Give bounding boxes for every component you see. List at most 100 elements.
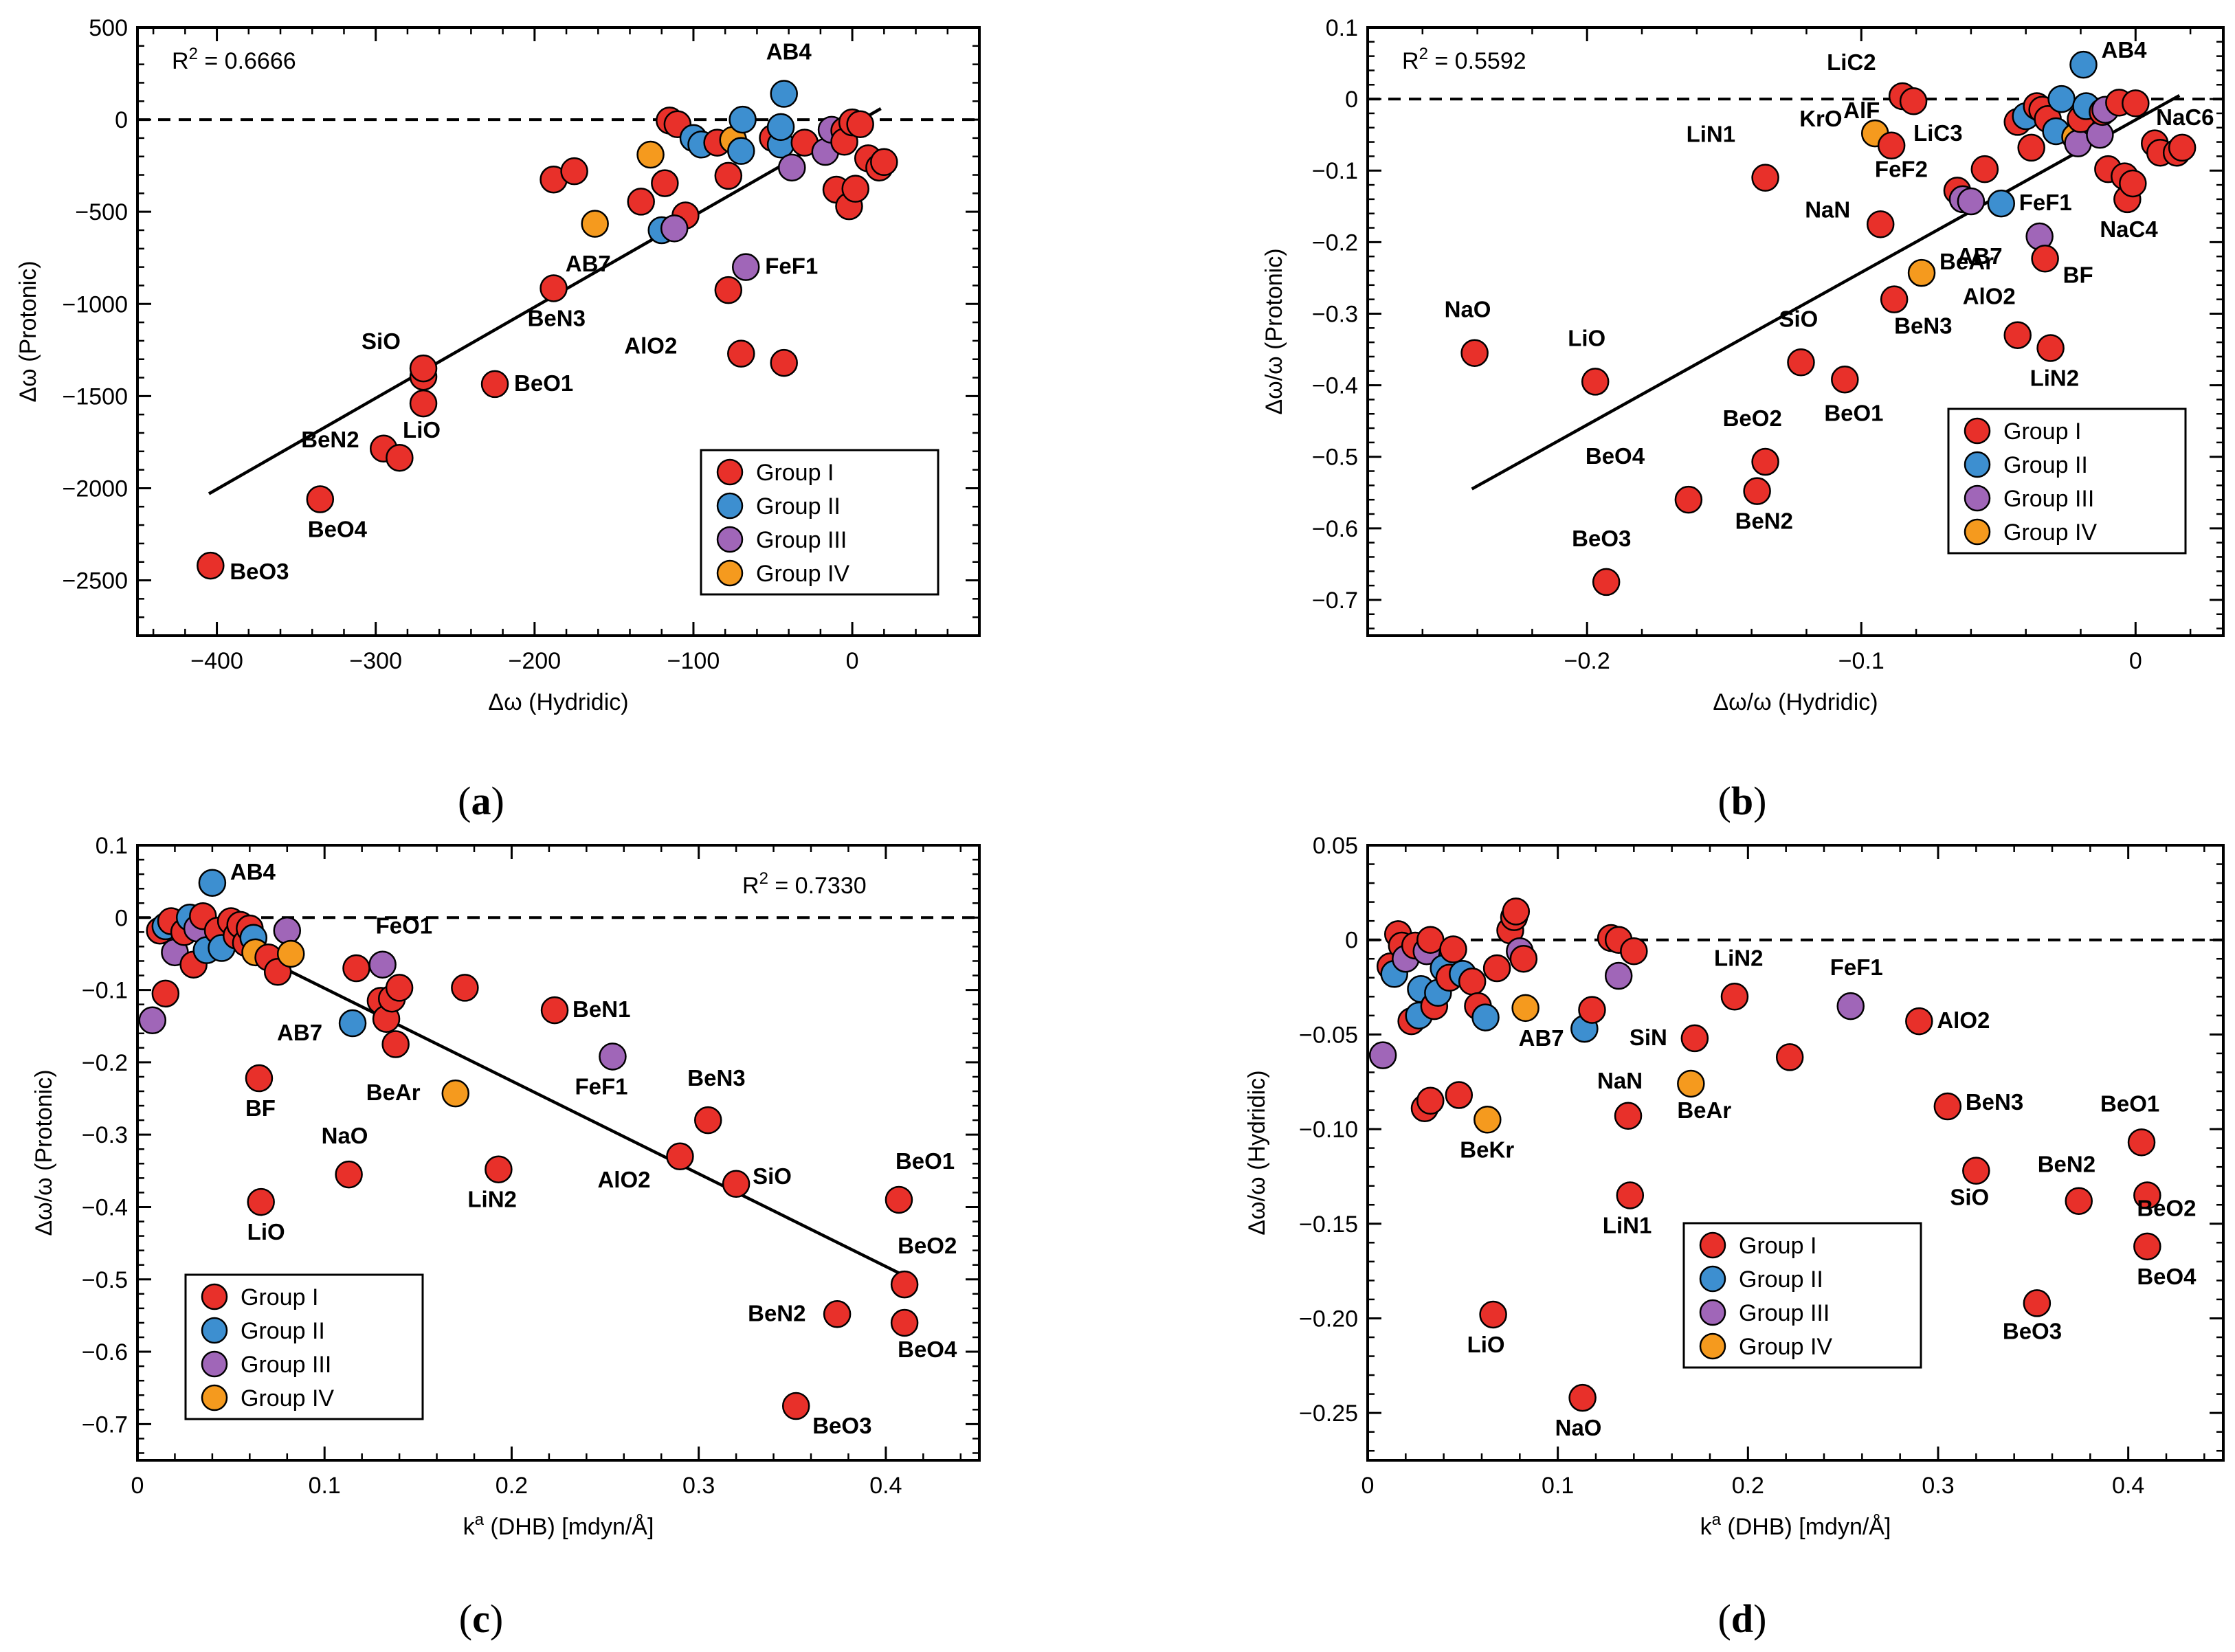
x-tick-label: 0.1 [309,1473,341,1499]
data-point-group-I [714,276,743,304]
data-point-group-I [846,110,874,139]
y-tick-label: −0.5 [1312,445,1358,471]
x-tick-label: −0.1 [1838,648,1884,674]
data-point-group-I [714,161,743,190]
legend-marker-group-II [201,1317,228,1344]
data-point-group-I [1962,1157,1990,1185]
legend-marker-group-III [1964,484,1991,512]
data-point-group-III [2086,120,2114,149]
point-label-beo1: BeO1 [2100,1091,2159,1116]
y-tick-label: 0 [1345,87,1358,113]
data-point-group-I [2168,133,2197,162]
data-point-group-I [2119,169,2147,198]
point-label-ab7: AB7 [566,251,611,276]
data-point-group-I [722,1170,750,1198]
data-point-group-I [1899,87,1928,115]
point-label-lio: LiO [1568,325,1605,350]
data-point-group-I [381,1030,410,1058]
data-point-group-I [1933,1092,1962,1121]
data-point-group-II [2047,85,2076,113]
point-label-fef1: FeF1 [2019,190,2072,215]
data-point-group-I [1751,164,1779,192]
data-point-group-II [729,105,757,134]
data-point-group-II [338,1009,367,1038]
legend-marker-group-IV [1699,1332,1726,1360]
y-axis-title: Δω/ω (Protonic) [31,1069,57,1236]
point-label-lin2: LiN2 [1714,945,1764,970]
y-tick-label: 0 [115,107,128,133]
data-point-group-I [1509,944,1538,973]
data-point-group-I [1877,131,1906,160]
data-point-group-II [1471,1003,1500,1031]
point-label-beo1: BeO1 [896,1148,955,1174]
data-point-group-I [1568,1383,1597,1412]
legend-marker-group-III [1699,1299,1726,1326]
plot-frame [136,844,981,1462]
y-tick-label: −0.15 [1299,1212,1358,1238]
data-point-group-IV [1907,258,1936,287]
data-point-group-I [247,1187,275,1216]
point-label-bekr: BeKr [1460,1137,1514,1162]
point-label-lio: LiO [247,1219,285,1244]
point-label-sio: SiO [1950,1185,1989,1210]
data-point-group-IV [636,140,665,169]
data-point-group-I [694,1106,722,1135]
r-squared-annotation: R2 = 0.7330 [742,869,867,899]
data-point-group-I [2023,1289,2051,1317]
data-point-group-I [335,1160,363,1189]
data-point-group-IV [1511,994,1539,1023]
legend-marker-group-II [1699,1265,1726,1293]
point-label-nao: NaO [1445,297,1491,322]
data-point-group-I [409,389,438,418]
y-tick-label: −0.2 [82,1050,128,1076]
point-label-beo3: BeO3 [812,1413,871,1438]
legend-marker-group-II [1964,451,1991,478]
data-point-group-III [1604,961,1633,990]
point-label-alf: AlF [1843,98,1880,123]
data-point-group-I [1502,897,1531,926]
legend-label-group-III: Group III [2003,486,2094,512]
x-tick-label: 0.1 [1542,1473,1574,1499]
point-label-nao: NaO [1555,1415,1602,1440]
point-label-bf: BF [2063,262,2093,287]
point-label-ben3: BeN3 [528,305,586,331]
x-tick-label: −100 [667,648,720,674]
legend: Group I Group II Group III Group IV [700,449,939,596]
legend-label-group-II: Group II [1739,1266,1823,1293]
point-label-lin1: LiN1 [1603,1212,1652,1238]
point-label-beo2: BeO2 [2137,1195,2196,1220]
data-point-group-III [1957,187,1986,216]
data-point-group-I [1680,1024,1709,1053]
legend-marker-group-III [716,526,744,553]
data-point-group-I [2133,1181,2161,1209]
data-point-group-I [2065,1187,2093,1215]
x-tick-label: 0.3 [682,1473,715,1499]
data-point-group-I [151,979,180,1008]
point-label-beo1: BeO1 [1824,400,1883,425]
data-point-group-I [1445,1081,1474,1109]
point-label-nac4: NaC4 [2100,216,2158,242]
data-point-group-I [1581,368,1610,396]
plot-frame [1366,844,2225,1462]
r-squared-annotation: R2 = 0.5592 [1402,45,1526,74]
data-point-group-I [2031,245,2059,273]
data-point-group-I [2133,1232,2161,1261]
data-point-group-I [1866,210,1895,238]
legend-label-group-I: Group I [2003,418,2081,445]
data-point-group-II [770,80,798,108]
data-point-group-I [1775,1043,1804,1071]
panel-c: 0 0.1 0.2 0.3 0.4 0.1 0 −0.1 −0.2 −0.3 −0.4 −0.5 −0.… [31,833,981,1641]
point-label-sio: SiO [1779,306,1818,331]
legend-marker-group-IV [1964,518,1991,546]
point-label-beo4: BeO4 [1586,443,1645,469]
point-label-alo2: AlO2 [1937,1007,1990,1033]
data-point-group-I [666,1142,694,1171]
data-point-group-III [660,214,689,243]
x-tick-label: −200 [509,648,561,674]
legend-marker-group-II [716,492,744,520]
point-label-lio: LiO [403,417,441,443]
x-tick-label: 0 [846,648,859,674]
regression-line [239,945,906,1277]
legend-label-group-IV: Group IV [756,561,849,587]
data-point-group-I [627,188,655,216]
